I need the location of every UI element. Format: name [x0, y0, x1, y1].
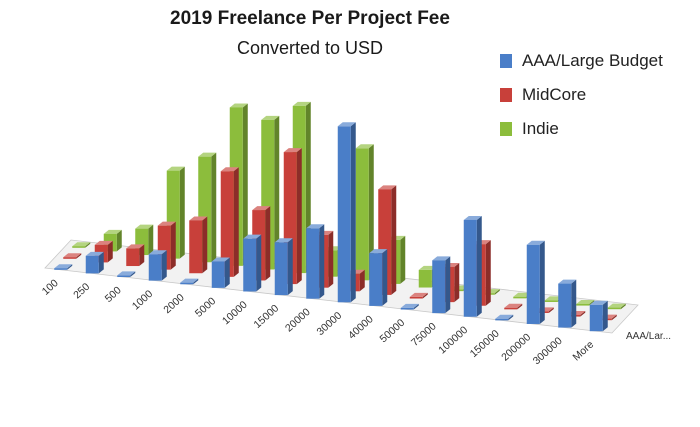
bar-0-150000	[495, 314, 514, 321]
bar-0-200000	[526, 240, 545, 324]
bar-0-75000	[432, 256, 451, 314]
bar-1-100	[63, 253, 82, 259]
bar-1-5000	[220, 167, 239, 277]
bar-2-300000	[576, 299, 595, 306]
legend-swatch-indie	[500, 122, 512, 136]
bar-0-30000	[337, 122, 356, 303]
bar-0-2000	[180, 278, 199, 285]
x-tick-label: 20000	[283, 306, 313, 335]
x-tick-label: 50000	[378, 317, 408, 346]
legend-item-aaa: AAA/Large Budget	[500, 44, 663, 78]
legend-label-midcore: MidCore	[522, 85, 587, 104]
bar-0-More	[589, 300, 608, 332]
series-0	[54, 122, 608, 332]
legend-item-indie: Indie	[500, 112, 663, 146]
bar-1-150000	[504, 303, 523, 310]
x-tick-label: 2000	[161, 291, 187, 316]
x-tick-label: 150000	[468, 328, 502, 360]
x-tick-label: More	[570, 338, 596, 363]
x-tick-label: 30000	[315, 310, 345, 339]
bar-1-50000	[409, 292, 428, 299]
depth-axis-label: AAA/Lar...	[626, 331, 671, 342]
bar-0-20000	[306, 224, 325, 299]
legend-label-aaa: AAA/Large Budget	[522, 51, 663, 70]
bar-2-More	[607, 303, 626, 310]
x-tick-label: 15000	[252, 302, 282, 331]
bar-0-50000	[400, 303, 419, 310]
chart-subtitle: Converted to USD	[236, 38, 384, 58]
bar-2-100	[72, 242, 91, 248]
bar-0-100	[54, 264, 73, 270]
x-tick-label: 250	[71, 281, 92, 302]
legend-item-midcore: MidCore	[500, 78, 663, 112]
legend-label-indie: Indie	[522, 119, 559, 138]
x-tick-label: 10000	[220, 299, 250, 328]
bar-0-250	[85, 251, 104, 274]
bar-2-30000	[355, 144, 374, 281]
chart-title: 2019 Freelance Per Project Fee	[170, 8, 450, 29]
bar-1-2000	[189, 216, 208, 274]
legend: AAA/Large Budget MidCore Indie	[500, 44, 663, 146]
x-tick-label: 300000	[531, 335, 565, 367]
bar-0-100000	[463, 215, 482, 317]
x-tick-label: 100	[40, 277, 61, 298]
bar-1-500	[126, 244, 145, 267]
x-tick-label: 200000	[499, 331, 533, 363]
bar-0-500	[117, 271, 136, 278]
bar-0-10000	[243, 234, 262, 292]
legend-swatch-aaa	[500, 54, 512, 68]
x-tick-label: 100000	[436, 324, 470, 356]
bar-0-1000	[148, 250, 167, 281]
x-tick-label: 5000	[193, 295, 219, 320]
legend-swatch-midcore	[500, 88, 512, 102]
x-tick-label: 500	[103, 284, 124, 305]
x-tick-label: 75000	[409, 320, 439, 349]
x-tick-label: 1000	[130, 288, 156, 313]
bar-0-5000	[211, 257, 230, 288]
bar-1-250	[94, 240, 113, 263]
bar-0-15000	[274, 238, 293, 296]
bar-0-40000	[369, 249, 388, 306]
bar-0-300000	[558, 279, 577, 328]
x-tick-label: 40000	[346, 313, 376, 342]
